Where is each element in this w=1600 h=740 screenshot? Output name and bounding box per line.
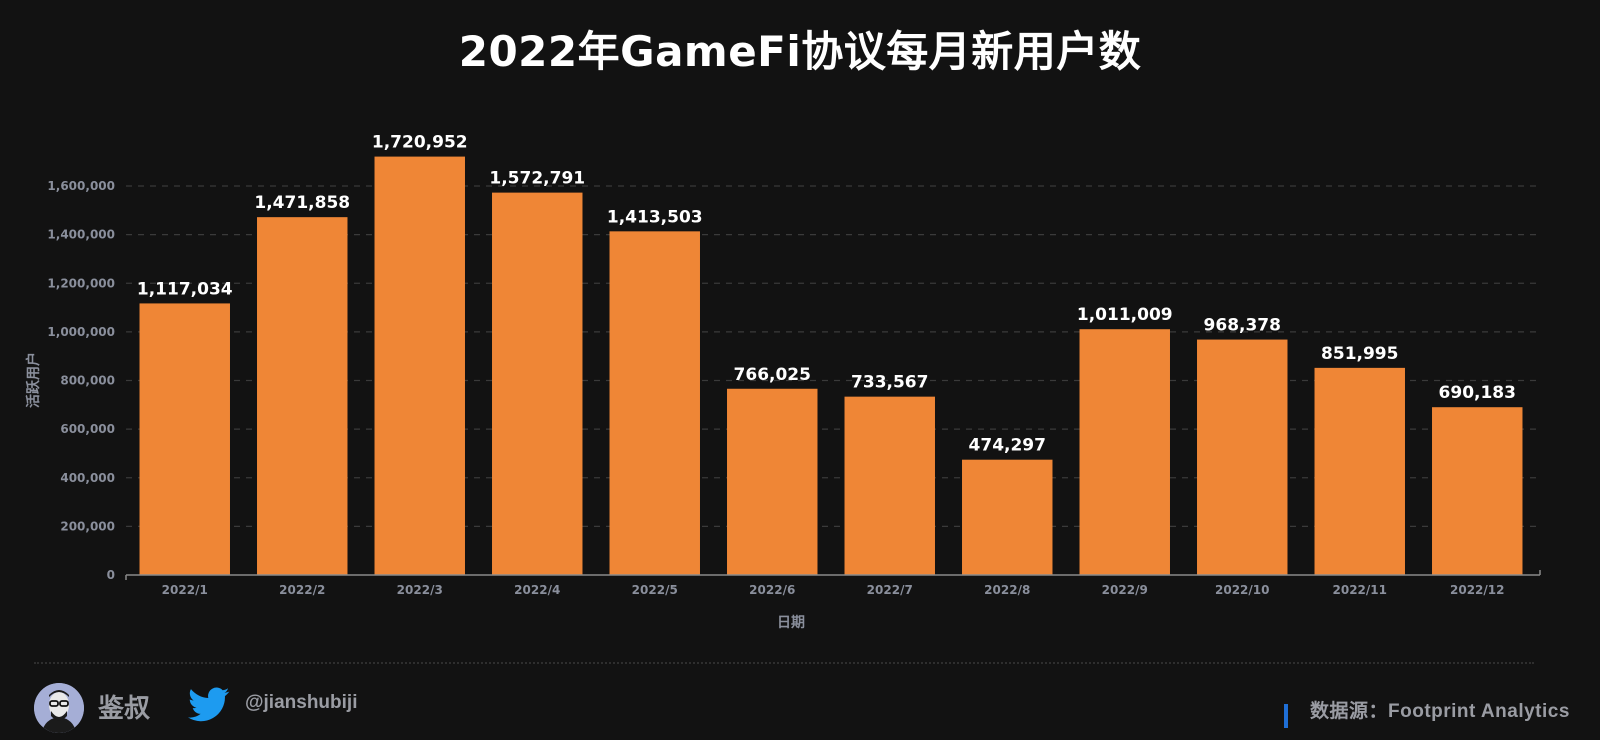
data-source: 数据源：Footprint Analytics (1310, 701, 1570, 722)
x-tick-label: 2022/11 (1333, 583, 1387, 597)
data-label: 968,378 (1204, 316, 1281, 336)
x-tick-label: 2022/7 (867, 583, 913, 597)
y-axis-label: 活跃用户 (25, 352, 42, 408)
data-label: 1,117,034 (137, 279, 233, 299)
x-tick-label: 2022/4 (514, 583, 560, 597)
data-label: 1,011,009 (1077, 305, 1173, 325)
x-tick-label: 2022/9 (1102, 583, 1148, 597)
twitter-handle[interactable]: @jianshubiji (245, 692, 358, 713)
source-accent-bar (1284, 704, 1288, 728)
x-tick-label: 2022/1 (162, 583, 208, 597)
y-tick-label: 800,000 (60, 374, 115, 388)
y-tick-label: 200,000 (60, 519, 115, 533)
x-tick-label: 2022/5 (632, 583, 678, 597)
y-tick-label: 400,000 (60, 471, 115, 485)
bar (1314, 367, 1405, 575)
bar (1432, 407, 1523, 575)
y-tick-label: 1,200,000 (47, 276, 115, 290)
x-tick-label: 2022/10 (1215, 583, 1269, 597)
y-axis: 0 200,000 400,000 600,000 800,000 1,000,000 1,… (47, 179, 115, 582)
author-avatar (34, 683, 84, 733)
data-label: 1,471,858 (254, 193, 350, 213)
x-tick-label: 2022/3 (397, 583, 443, 597)
twitter-icon (188, 687, 230, 722)
y-tick-label: 1,600,000 (47, 179, 115, 193)
x-tick-label: 2022/6 (749, 583, 795, 597)
data-label: 851,995 (1321, 344, 1398, 364)
data-label: 1,572,791 (489, 169, 585, 189)
value-labels: 1,117,034 1,471,858 1,720,952 1,572,791 1,41… (137, 133, 1516, 456)
chart-title: 2022年GameFi协议每月新用户数 (458, 27, 1142, 76)
y-tick-label: 0 (107, 568, 115, 582)
data-label: 1,720,952 (372, 133, 468, 153)
data-label: 766,025 (734, 365, 811, 385)
y-tick-label: 1,000,000 (47, 325, 115, 339)
bar (609, 231, 700, 575)
bar (257, 217, 348, 575)
x-tick-label: 2022/8 (984, 583, 1030, 597)
author-name: 鉴叔 (98, 694, 151, 724)
data-label: 1,413,503 (607, 207, 703, 227)
bar-chart: 0 200,000 400,000 600,000 800,000 1,000,000 1,… (25, 133, 1541, 631)
bar (1079, 329, 1170, 575)
bar (1197, 339, 1288, 575)
bar (492, 192, 583, 576)
x-tick-label: 2022/2 (279, 583, 325, 597)
bar (374, 156, 465, 575)
x-tick-label: 2022/12 (1450, 583, 1504, 597)
x-axis-label: 日期 (777, 615, 805, 631)
bars (139, 156, 1523, 576)
x-axis: 2022/1 2022/2 2022/3 2022/4 2022/5 2022/6 2022… (125, 570, 1541, 597)
bar (844, 396, 935, 575)
bar (139, 303, 230, 575)
data-label: 690,183 (1439, 383, 1516, 403)
data-label: 733,567 (851, 373, 928, 393)
y-tick-label: 600,000 (60, 422, 115, 436)
data-label: 474,297 (969, 436, 1046, 456)
footer-divider (34, 662, 1534, 664)
bar (727, 388, 818, 575)
y-tick-label: 1,400,000 (47, 228, 115, 242)
bar (962, 459, 1053, 575)
